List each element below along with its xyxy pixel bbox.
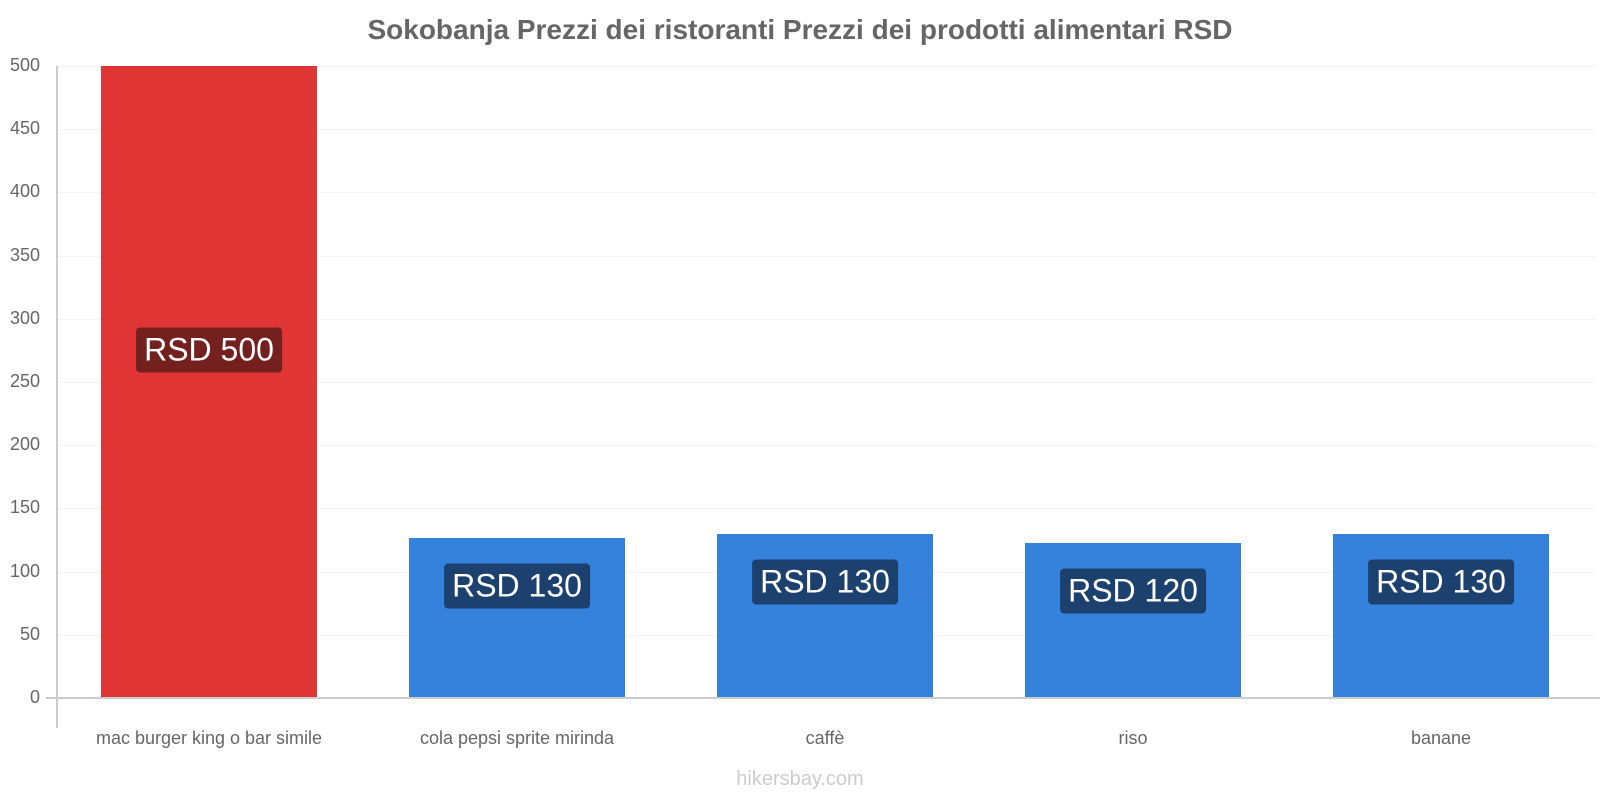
x-tick-label: banane <box>1410 728 1472 748</box>
y-tick-label: 400 <box>9 181 40 202</box>
y-tick-label: 100 <box>9 560 40 581</box>
y-tick-label: 0 <box>29 687 40 707</box>
bar[interactable]: RSD 130 <box>1333 533 1549 698</box>
gridline <box>56 508 1596 510</box>
y-tick-label: 200 <box>9 434 40 455</box>
x-tick-label: caffè <box>805 728 845 748</box>
bar-value-label: RSD 130 <box>444 563 590 609</box>
x-axis-line <box>46 697 1600 699</box>
gridline <box>56 66 1596 67</box>
x-tick-label: riso <box>1118 728 1148 748</box>
footer-watermark: hikersbay.com <box>736 768 864 790</box>
plot-area: RSD 500 RSD 130 RSD 130 RSD 120 RSD 130 <box>56 66 1596 699</box>
bar[interactable]: RSD 120 <box>1025 542 1241 698</box>
y-axis-line <box>56 66 58 728</box>
y-tick-label: 150 <box>9 497 40 518</box>
y-tick-label: 500 <box>9 55 40 75</box>
y-tick-label: 300 <box>9 307 40 328</box>
gridline <box>56 129 1596 131</box>
x-tick-label: mac burger king o bar simile <box>95 728 323 748</box>
y-tick-label: 350 <box>9 244 40 265</box>
bar-value-label: RSD 500 <box>136 327 282 373</box>
bar-value-label: RSD 130 <box>1368 559 1514 605</box>
gridline <box>56 255 1596 257</box>
gridline <box>56 382 1596 383</box>
bar[interactable]: RSD 130 <box>409 537 625 698</box>
chart-title: Sokobanja Prezzi dei ristoranti Prezzi d… <box>367 14 1233 45</box>
bar[interactable]: RSD 500 <box>101 66 317 698</box>
gridline <box>56 318 1596 320</box>
y-tick-label: 50 <box>19 623 40 644</box>
bar-value-label: RSD 120 <box>1060 568 1206 614</box>
y-tick-label: 250 <box>9 371 40 391</box>
gridline <box>56 192 1596 194</box>
gridline <box>56 445 1596 447</box>
y-tick-label: 450 <box>9 118 40 139</box>
x-tick-label: cola pepsi sprite mirinda <box>419 728 615 748</box>
bar-value-label: RSD 130 <box>752 559 898 605</box>
bar[interactable]: RSD 130 <box>717 533 933 698</box>
